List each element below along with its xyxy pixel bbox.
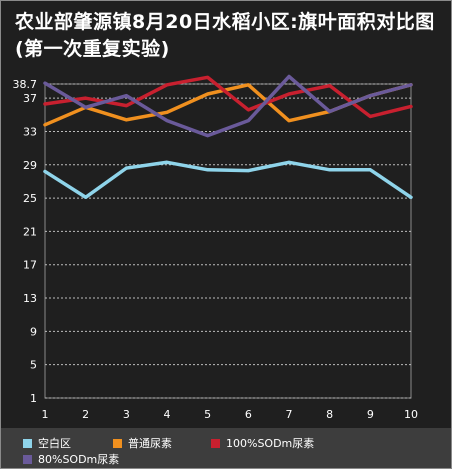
legend: 空白区 普通尿素 100%SODm尿素 80%SODm尿素 <box>1 428 451 468</box>
legend-swatch <box>23 454 32 464</box>
y-tick-label: 29 <box>23 159 37 172</box>
series-layer <box>43 74 413 200</box>
x-tick-label: 5 <box>204 408 211 421</box>
y-tick-label: 25 <box>23 192 37 205</box>
y-tick-label: 21 <box>23 225 37 238</box>
y-tick-label: 17 <box>23 259 37 272</box>
grid-layer <box>44 83 412 399</box>
legend-swatch <box>211 438 220 448</box>
legend-swatch <box>113 438 122 448</box>
legend-label: 80%SODm尿素 <box>38 453 120 466</box>
x-tick-label: 4 <box>164 408 171 421</box>
legend-item-3: 100%SODm尿素 <box>211 435 314 451</box>
legend-item-1: 空白区 <box>23 435 71 451</box>
series-line-1 <box>43 160 413 200</box>
y-tick-label: 37 <box>23 92 37 105</box>
series-line-4 <box>43 74 413 138</box>
plot-border <box>44 83 412 399</box>
x-tick-label: 10 <box>404 408 418 421</box>
legend-item-4: 80%SODm尿素 <box>23 451 119 467</box>
y-tick-label: 9 <box>30 325 37 338</box>
x-tick-label: 7 <box>286 408 293 421</box>
x-tick-label: 3 <box>123 408 130 421</box>
legend-label: 100%SODm尿素 <box>226 437 315 450</box>
x-tick-label: 1 <box>42 408 49 421</box>
y-tick-label: 33 <box>23 125 37 138</box>
chart-title: 农业部肇源镇8月20日水稻小区:旗叶面积对比图(第一次重复实验) <box>15 11 435 60</box>
x-tick-label: 9 <box>367 408 374 421</box>
x-tick-label: 8 <box>326 408 333 421</box>
legend-swatch <box>23 438 32 448</box>
legend-label: 普通尿素 <box>128 437 172 450</box>
x-tick-label: 6 <box>245 408 252 421</box>
y-tick-label: 1 <box>30 392 37 405</box>
y-tick-label: 5 <box>30 359 37 372</box>
y-tick-label: 38.7 <box>13 78 38 91</box>
y-tick-label: 13 <box>23 292 37 305</box>
legend-label: 空白区 <box>38 437 71 450</box>
legend-item-2: 普通尿素 <box>113 435 172 451</box>
x-tick-label: 2 <box>82 408 89 421</box>
